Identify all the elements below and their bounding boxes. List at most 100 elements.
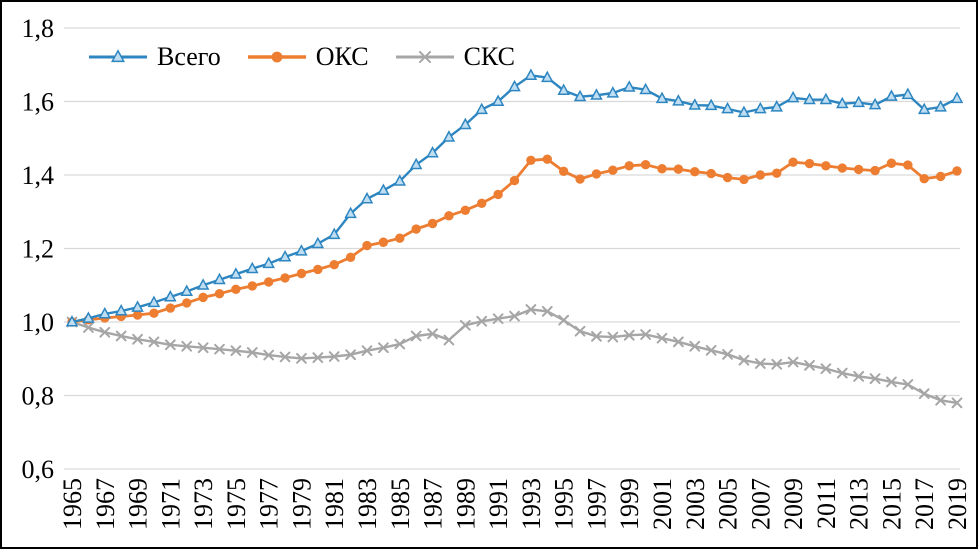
x-tick-label: 2007	[746, 478, 775, 530]
triangle-marker-icon	[360, 191, 374, 204]
triangle-marker-icon	[246, 261, 259, 274]
x-marker-icon	[820, 363, 832, 375]
triangle-marker-icon	[901, 87, 915, 100]
x-marker-icon	[722, 348, 733, 360]
x-tick-label: 2017	[910, 478, 939, 530]
x-marker-icon	[279, 351, 291, 363]
x-tick-label: 2003	[681, 478, 710, 530]
triangle-marker-icon	[868, 97, 882, 110]
x-marker-icon	[148, 336, 160, 348]
triangle-marker-icon	[147, 295, 161, 308]
triangle-marker-icon	[655, 91, 669, 104]
circle-marker-icon	[444, 211, 454, 221]
circle-marker-icon	[772, 168, 782, 178]
x-marker-icon	[410, 330, 422, 342]
x-marker-icon	[689, 340, 701, 352]
triangle-marker-icon	[295, 244, 308, 256]
x-tick-label: 2015	[877, 478, 906, 530]
triangle-marker-icon	[327, 227, 341, 240]
x-marker-icon	[804, 359, 815, 371]
x-marker-icon	[115, 330, 127, 342]
series-sks	[66, 304, 963, 409]
triangle-marker-icon	[114, 304, 128, 316]
circle-marker-icon	[919, 173, 929, 184]
triangle-marker-icon	[541, 70, 554, 83]
gridlines	[64, 27, 960, 470]
triangle-marker-icon	[393, 174, 407, 186]
circle-marker-icon	[640, 160, 651, 170]
x-tick-label: 1985	[386, 478, 415, 530]
legend-marker-triangle-icon	[89, 49, 147, 63]
y-tick-label: 1,2	[22, 235, 55, 264]
circle-marker-icon	[509, 175, 520, 186]
circle-marker-icon	[165, 303, 176, 313]
triangle-marker-icon	[65, 315, 79, 327]
triangle-marker-icon	[819, 92, 833, 105]
triangle-marker-icon	[803, 92, 816, 105]
triangle-marker-icon	[229, 267, 243, 279]
triangle-marker-icon	[213, 272, 226, 285]
circle-marker-icon	[395, 233, 405, 243]
x-tick-label: 2005	[714, 478, 743, 530]
triangle-marker-icon	[852, 95, 865, 108]
triangle-marker-icon	[557, 83, 570, 96]
x-tick-label: 2001	[648, 478, 677, 530]
x-marker-icon	[541, 305, 553, 317]
triangle-marker-icon	[590, 88, 603, 100]
triangle-marker-icon	[311, 236, 325, 249]
x-tick-label: 1991	[484, 478, 513, 530]
circle-marker-icon	[624, 161, 634, 171]
circle-marker-icon	[804, 158, 815, 169]
triangle-marker-icon	[573, 89, 587, 102]
circle-marker-icon	[198, 292, 208, 303]
x-marker-icon	[230, 345, 242, 357]
circle-marker-icon	[853, 164, 864, 175]
circle-marker-icon	[739, 174, 749, 185]
x-marker-icon	[377, 342, 389, 354]
x-marker-icon	[902, 379, 914, 390]
circle-marker-icon	[477, 198, 487, 208]
triangle-marker-icon	[459, 117, 472, 130]
circle-marker-icon	[132, 310, 143, 320]
legend-item-oks: ОКС	[247, 44, 369, 70]
x-tick-label: 2013	[845, 478, 874, 530]
triangle-marker-icon	[98, 306, 112, 319]
triangle-marker-icon	[836, 96, 849, 109]
y-tick-label: 1,0	[22, 308, 55, 337]
y-tick-label: 1,6	[22, 88, 55, 117]
x-marker-icon	[853, 370, 865, 382]
x-marker-icon	[591, 330, 602, 342]
x-marker-icon	[869, 373, 881, 384]
legend-label-total: Всего	[157, 42, 221, 71]
triangle-marker-icon	[622, 80, 636, 92]
series-oks	[67, 154, 962, 327]
circle-marker-icon	[935, 171, 946, 182]
triangle-marker-icon	[508, 79, 521, 92]
x-tick-label: 1993	[517, 478, 546, 530]
x-marker-icon	[787, 356, 799, 368]
x-tick-label: 1977	[255, 478, 284, 530]
x-tick-label: 1989	[451, 478, 480, 530]
triangle-marker-icon	[737, 105, 751, 118]
triangle-marker-icon	[262, 256, 275, 269]
circle-marker-icon	[903, 160, 913, 170]
triangle-marker-icon	[475, 102, 488, 115]
circle-marker-icon	[608, 165, 618, 175]
circle-marker-icon	[149, 308, 159, 318]
x-marker-icon	[607, 331, 619, 343]
circle-marker-icon	[755, 170, 766, 180]
triangle-marker-icon	[704, 98, 718, 111]
x-marker-icon	[672, 336, 684, 348]
x-tick-label: 1995	[550, 478, 579, 530]
x-marker-icon	[296, 352, 307, 364]
x-marker-icon	[459, 319, 471, 331]
circle-marker-icon	[214, 289, 225, 299]
triangle-marker-icon	[131, 300, 144, 312]
series-line-sks	[70, 308, 959, 405]
x-marker-icon	[361, 345, 373, 357]
x-marker-icon	[328, 351, 340, 362]
circle-marker-icon	[247, 281, 257, 291]
x-tick-label: 1973	[189, 478, 218, 530]
circle-marker-icon	[657, 164, 667, 174]
x-marker-icon	[476, 315, 488, 327]
